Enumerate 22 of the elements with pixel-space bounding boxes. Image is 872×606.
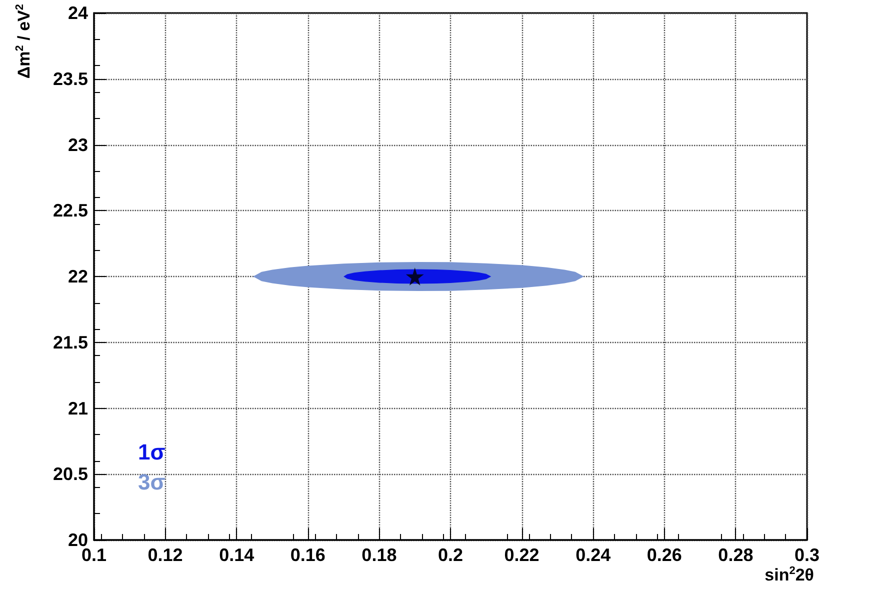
x-tick-label: 0.12	[148, 545, 183, 565]
y-tick-label: 23	[68, 134, 88, 155]
x-tick-label: 0.28	[718, 545, 754, 565]
x-tick-label: 0.24	[576, 545, 611, 565]
x-axis-title: sin$^{2}$2θ	[764, 565, 814, 586]
x-tick-label: 0.22	[504, 545, 540, 565]
x-tick-label: 0.3	[794, 545, 820, 565]
y-tick-label: 22	[68, 266, 88, 286]
x-tick-label: 0.2	[438, 545, 464, 565]
y-tick-label: 20.5	[52, 464, 88, 484]
x-tick-label: 0.1	[81, 545, 107, 565]
y-tick-label: 23.5	[52, 68, 88, 89]
y-tick-label: 21.5	[52, 332, 88, 352]
text: 1σ	[138, 440, 166, 464]
y-tick-label: 24	[68, 3, 88, 23]
x-tick-label: 0.16	[290, 545, 326, 565]
x-tick-label: 0.14	[219, 545, 254, 565]
y-tick-label: 22.5	[52, 200, 88, 221]
x-tick-label: 0.26	[646, 545, 682, 565]
x-tick-label: 0.18	[362, 545, 397, 565]
text: 3σ	[138, 470, 166, 494]
y-tick-label: 21	[68, 398, 88, 418]
